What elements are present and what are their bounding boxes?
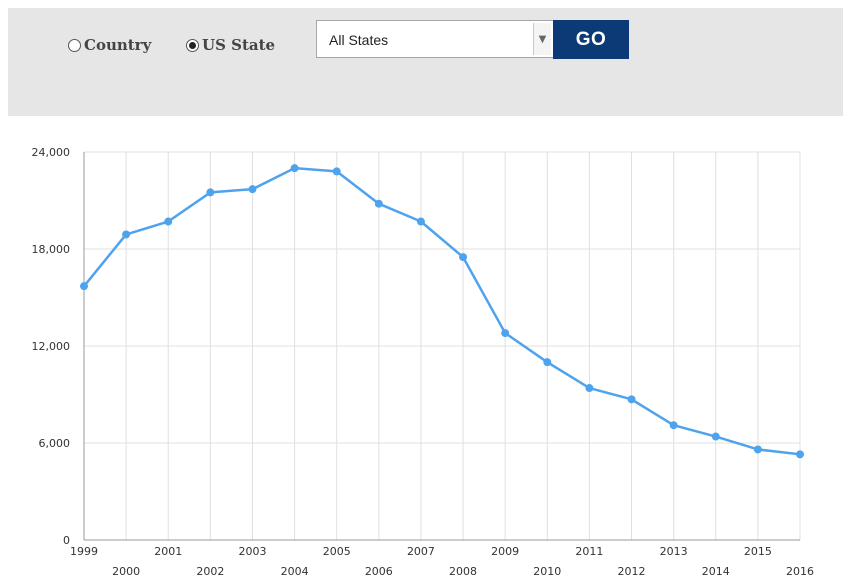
- data-point: [374, 199, 383, 208]
- filter-bar: Country US State All States ▼ GO: [8, 8, 843, 116]
- radio-us-state[interactable]: US State: [186, 36, 275, 54]
- line-chart: 0 6,000 12,000 18,000 24,000 1999 2000 2001 2002…: [32, 146, 815, 578]
- data-point: [206, 188, 215, 197]
- x-tick-label: 2006: [365, 565, 393, 578]
- go-button[interactable]: GO: [553, 20, 629, 59]
- chevron-down-icon[interactable]: ▼: [533, 23, 551, 55]
- data-point: [290, 164, 299, 173]
- data-point: [711, 432, 720, 441]
- state-select[interactable]: All States ▼: [316, 20, 554, 58]
- state-select-value: All States: [329, 32, 389, 48]
- data-point: [248, 185, 257, 194]
- x-tick-label: 2004: [281, 565, 309, 578]
- data-point: [416, 217, 425, 226]
- data-point: [122, 230, 131, 239]
- x-tick-label: 2016: [786, 565, 814, 578]
- x-tick-label: 2011: [575, 545, 603, 558]
- x-tick-label: 2007: [407, 545, 435, 558]
- series-line: [83, 166, 801, 456]
- data-point: [585, 384, 594, 393]
- x-tick-label: 2005: [323, 545, 351, 558]
- data-point: [753, 445, 762, 454]
- y-tick-label: 12,000: [32, 340, 71, 353]
- radio-us-state-label: US State: [202, 36, 276, 54]
- y-tick-label: 18,000: [32, 243, 71, 256]
- data-point: [501, 329, 510, 338]
- chart-series: [80, 164, 804, 459]
- chart-tick-labels: 0 6,000 12,000 18,000 24,000 1999 2000 2001 2002…: [32, 146, 815, 578]
- data-point: [543, 358, 552, 367]
- x-tick-label: 2003: [238, 545, 266, 558]
- x-tick-label: 1999: [70, 545, 98, 558]
- x-tick-label: 2010: [533, 565, 561, 578]
- data-point: [164, 217, 173, 226]
- data-point: [796, 450, 804, 459]
- y-tick-label: 24,000: [32, 146, 71, 159]
- radio-country[interactable]: Country: [68, 36, 151, 54]
- data-point: [669, 421, 678, 430]
- x-tick-label: 2002: [196, 565, 224, 578]
- radio-country-label: Country: [84, 36, 152, 54]
- y-tick-label: 6,000: [39, 437, 71, 450]
- y-tick-label: 0: [63, 534, 70, 547]
- x-tick-label: 2014: [702, 565, 730, 578]
- x-tick-label: 2013: [660, 545, 688, 558]
- data-point: [627, 395, 636, 404]
- data-point: [80, 282, 88, 291]
- x-tick-label: 2008: [449, 565, 477, 578]
- x-tick-label: 2012: [618, 565, 646, 578]
- data-point: [459, 253, 468, 262]
- chart-grid: [84, 151, 801, 540]
- x-tick-label: 2000: [112, 565, 140, 578]
- chart-axes: [83, 152, 800, 541]
- radio-us-state-button[interactable]: [186, 38, 199, 52]
- x-tick-label: 2015: [744, 545, 772, 558]
- radio-country-button[interactable]: [68, 38, 81, 52]
- x-tick-label: 2001: [154, 545, 182, 558]
- x-tick-label: 2009: [491, 545, 519, 558]
- data-point: [332, 167, 341, 176]
